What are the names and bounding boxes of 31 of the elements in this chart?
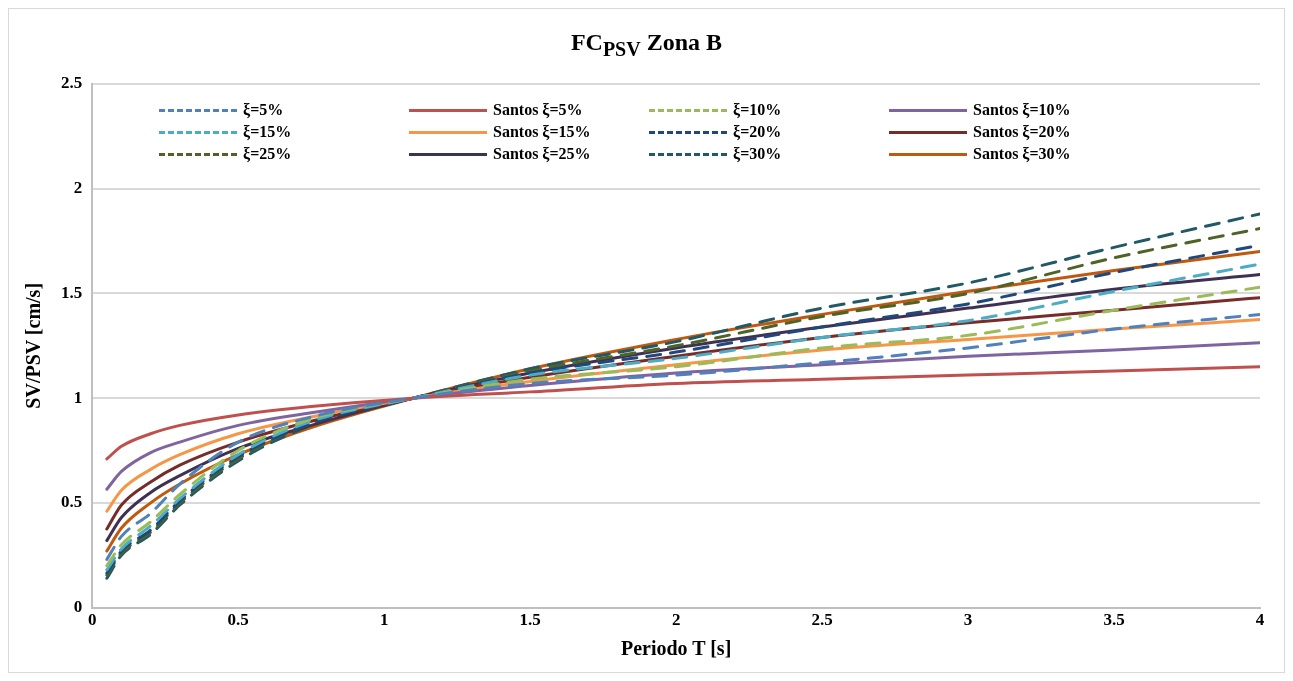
legend-label: ξ=20% [733,123,782,141]
legend-label: Santos ξ=15% [493,123,591,141]
legend-label: ξ=15% [243,123,292,141]
legend-label: Santos ξ=25% [493,145,591,163]
legend-label: ξ=5% [243,101,284,119]
y-axis-title: SV/PSV [cm/s] [22,282,45,409]
x-tick-label: 1 [379,610,389,630]
legend-label: Santos ξ=5% [493,101,583,119]
chart-title: FC$_{PSV}$ Zona B [569,29,724,61]
y-tick-label: 0 [73,596,83,616]
x-tick-label: 3 [963,610,973,630]
x-tick-label: 1.5 [519,610,541,630]
x-axis-title: Periodo T [s] [620,637,732,660]
y-tick-label: 2 [73,178,83,198]
x-tick-label: 4 [1255,610,1265,630]
x-tick-label: 2.5 [811,610,833,630]
legend-label: Santos ξ=10% [973,101,1071,119]
y-tick-label: 1 [73,387,83,407]
x-tick-label: 3.5 [1103,610,1125,630]
x-tick-label: 0 [88,610,97,630]
legend-label: Santos ξ=30% [973,145,1071,163]
y-tick-label: 1.5 [61,282,83,302]
y-tick-label: 2.5 [61,73,83,93]
y-tick-label: 0.5 [61,492,83,512]
legend-label: Santos ξ=20% [973,123,1071,141]
line-series [105,365,1260,461]
legend-label: ξ=25% [243,145,292,163]
legend-label: ξ=30% [733,145,782,163]
x-tick-label: 2 [671,610,681,630]
legend-label: ξ=10% [733,101,782,119]
x-tick-label: 0.5 [227,610,249,630]
